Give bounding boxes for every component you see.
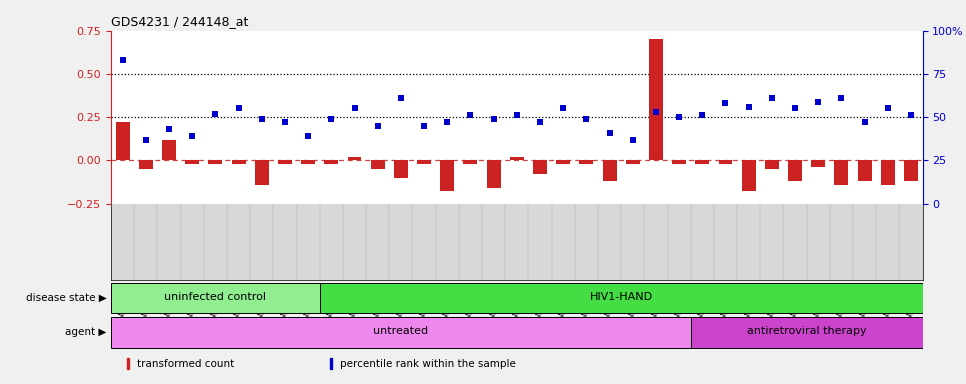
Point: [718, 100, 733, 106]
Point: [115, 57, 130, 63]
Point: [370, 122, 385, 129]
Point: [138, 136, 154, 142]
Bar: [255, 161, 269, 184]
Point: [440, 119, 455, 125]
Text: percentile rank within the sample: percentile rank within the sample: [340, 359, 516, 369]
Text: transformed count: transformed count: [137, 359, 235, 369]
Bar: [487, 161, 500, 188]
Bar: [128, 358, 129, 369]
Point: [324, 116, 339, 122]
Text: antiretroviral therapy: antiretroviral therapy: [747, 326, 867, 336]
Point: [810, 98, 826, 104]
Bar: [742, 161, 755, 191]
Point: [579, 116, 594, 122]
Text: GDS4231 / 244148_at: GDS4231 / 244148_at: [111, 15, 248, 28]
Point: [880, 105, 895, 111]
Point: [857, 119, 872, 125]
Bar: [881, 161, 895, 184]
Bar: [788, 161, 802, 181]
Point: [254, 116, 270, 122]
Bar: [556, 161, 570, 164]
Point: [185, 133, 200, 139]
Text: disease state ▶: disease state ▶: [25, 293, 106, 303]
Bar: [440, 161, 454, 191]
Bar: [162, 139, 176, 161]
Bar: [325, 161, 338, 164]
Point: [277, 119, 293, 125]
Point: [602, 129, 617, 136]
Bar: [904, 161, 918, 181]
Bar: [696, 161, 709, 164]
Bar: [185, 161, 199, 164]
Bar: [603, 161, 616, 181]
Bar: [111, 317, 691, 348]
Point: [393, 95, 409, 101]
Bar: [330, 358, 332, 369]
Point: [300, 133, 316, 139]
Bar: [116, 122, 129, 161]
Bar: [719, 161, 732, 164]
Bar: [580, 161, 593, 164]
Point: [555, 105, 571, 111]
Bar: [626, 161, 639, 164]
Point: [208, 111, 223, 117]
Bar: [533, 161, 547, 174]
Bar: [394, 161, 408, 177]
Bar: [835, 161, 848, 184]
Point: [231, 105, 246, 111]
Point: [416, 122, 432, 129]
Bar: [765, 161, 779, 169]
Bar: [301, 161, 315, 164]
Bar: [691, 317, 923, 348]
Bar: [278, 161, 292, 164]
Point: [625, 136, 640, 142]
Point: [903, 112, 919, 118]
Bar: [111, 283, 320, 313]
Bar: [209, 161, 222, 164]
Bar: [371, 161, 384, 169]
Point: [509, 112, 525, 118]
Bar: [510, 157, 524, 161]
Bar: [464, 161, 477, 164]
Bar: [417, 161, 431, 164]
Bar: [858, 161, 871, 181]
Point: [648, 109, 664, 115]
Bar: [232, 161, 245, 164]
Text: uninfected control: uninfected control: [164, 292, 267, 302]
Point: [486, 116, 501, 122]
Text: HIV1-HAND: HIV1-HAND: [589, 292, 653, 302]
Point: [834, 95, 849, 101]
Bar: [139, 161, 153, 169]
Point: [671, 114, 687, 120]
Bar: [348, 157, 361, 161]
Point: [741, 104, 756, 110]
Point: [463, 112, 478, 118]
Point: [347, 105, 362, 111]
Bar: [320, 283, 923, 313]
Point: [161, 126, 177, 132]
Text: untreated: untreated: [373, 326, 429, 336]
Point: [532, 119, 548, 125]
Point: [764, 95, 780, 101]
Point: [787, 105, 803, 111]
Point: [695, 112, 710, 118]
Bar: [649, 39, 663, 161]
Text: agent ▶: agent ▶: [65, 327, 106, 337]
Bar: [811, 161, 825, 167]
Bar: [672, 161, 686, 164]
